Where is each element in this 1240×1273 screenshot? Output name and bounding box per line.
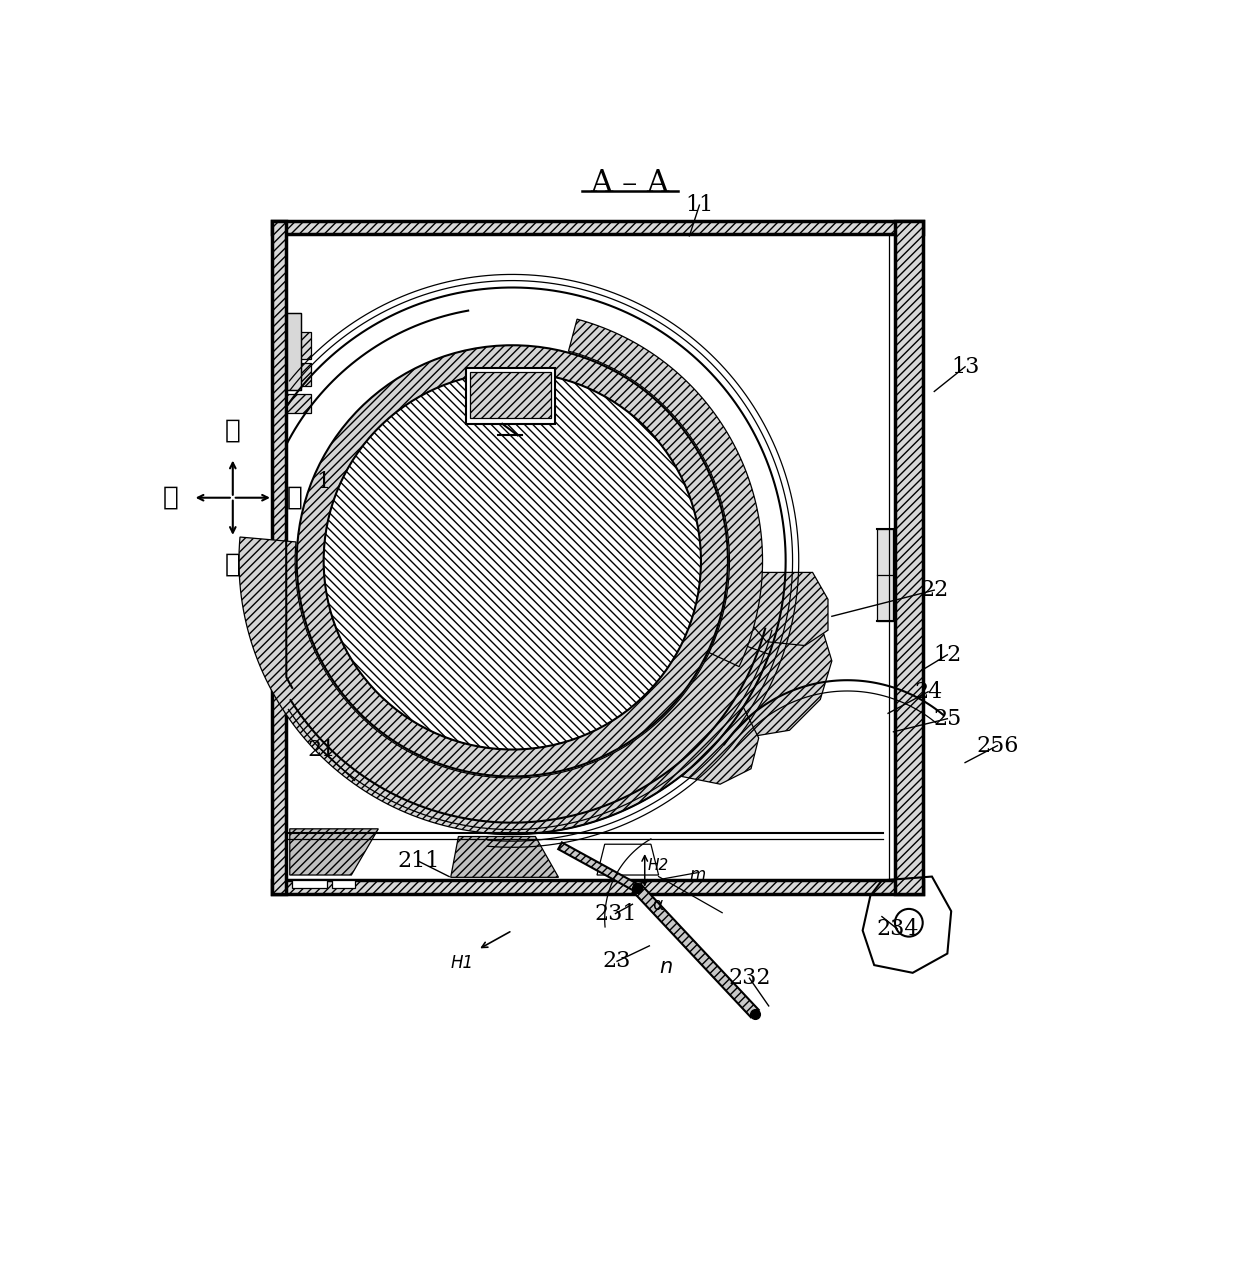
Text: 234: 234 [875, 918, 919, 939]
Bar [288, 313, 301, 390]
Text: 13: 13 [951, 356, 980, 378]
Text: n: n [660, 956, 673, 976]
Circle shape [296, 345, 728, 777]
Text: 232: 232 [728, 967, 771, 989]
Text: A: A [590, 168, 611, 199]
Text: H2: H2 [647, 858, 670, 872]
Text: m: m [689, 866, 706, 885]
Bar [466, 368, 554, 424]
Text: H1: H1 [450, 953, 474, 971]
Bar [272, 220, 286, 894]
Bar [286, 234, 895, 881]
Text: 21: 21 [308, 738, 336, 760]
Bar [288, 393, 310, 412]
Polygon shape [662, 708, 759, 784]
Text: 11: 11 [686, 193, 713, 216]
Bar [288, 332, 310, 359]
Text: 25: 25 [934, 708, 961, 729]
Text: 上: 上 [224, 418, 241, 444]
Text: 23: 23 [603, 950, 631, 973]
Text: 24: 24 [914, 681, 942, 703]
Text: 前: 前 [286, 485, 303, 510]
Bar [895, 220, 923, 894]
Bar [895, 220, 923, 894]
Polygon shape [634, 885, 759, 1017]
Polygon shape [568, 320, 763, 667]
Text: –: – [621, 168, 637, 199]
Bar [288, 363, 310, 386]
Text: 256: 256 [976, 735, 1018, 756]
Text: 12: 12 [934, 644, 961, 666]
Polygon shape [739, 573, 828, 645]
Bar [272, 881, 923, 894]
Text: 下: 下 [224, 551, 241, 578]
Text: 231: 231 [594, 903, 636, 924]
Text: α: α [652, 896, 663, 914]
Bar [272, 220, 286, 894]
Text: 22: 22 [920, 579, 949, 601]
Bar [272, 220, 923, 234]
Bar [288, 313, 301, 390]
Bar [877, 528, 893, 621]
Text: 211: 211 [397, 850, 439, 872]
Bar [332, 881, 355, 889]
Polygon shape [290, 829, 378, 875]
Polygon shape [704, 584, 832, 738]
Polygon shape [450, 836, 558, 877]
Polygon shape [558, 843, 639, 891]
Bar [272, 881, 923, 894]
Bar [272, 220, 923, 234]
Text: 后: 后 [162, 485, 179, 510]
Bar [470, 372, 551, 419]
Text: 1: 1 [316, 471, 331, 494]
Bar [293, 881, 326, 889]
Text: A: A [646, 168, 668, 199]
Polygon shape [239, 537, 769, 834]
Circle shape [324, 372, 701, 750]
